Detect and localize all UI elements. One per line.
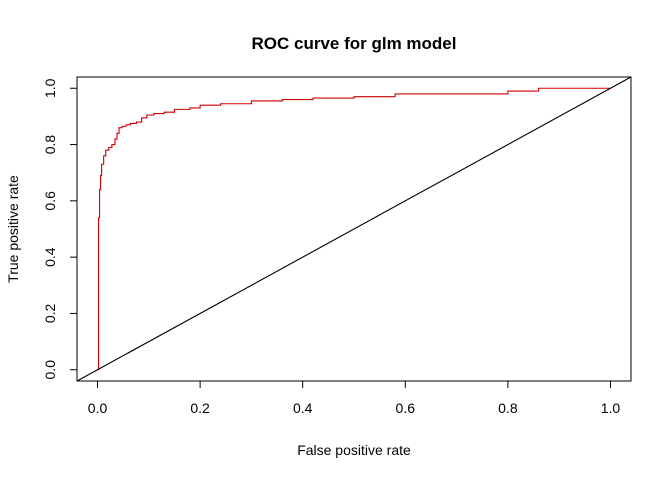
plot-area [76,76,632,382]
y-axis-label: True positive rate [5,175,21,283]
plot-frame [76,76,632,382]
y-tick-label: 0.6 [42,191,58,211]
x-tick-label: 1.0 [601,400,621,416]
y-tick-label: 0.2 [42,304,58,324]
x-tick-label: 0.6 [396,400,416,416]
x-axis-label: False positive rate [297,442,411,458]
roc-curve-line [97,87,611,371]
x-tick-label: 0.0 [88,400,108,416]
x-tick-label: 0.4 [293,400,313,416]
y-axis: 0.0 0.2 0.4 0.6 0.8 1.0 [42,78,77,379]
x-tick-label: 0.8 [498,400,518,416]
y-tick-label: 0.0 [42,360,58,380]
x-tick-label: 0.2 [190,400,210,416]
y-tick-label: 0.4 [42,247,58,267]
chart-title: ROC curve for glm model [252,34,457,53]
x-axis: 0.0 0.2 0.4 0.6 0.8 1.0 [88,381,621,416]
diagonal-reference-line [76,76,632,382]
y-tick-label: 1.0 [42,78,58,98]
y-tick-label: 0.8 [42,135,58,155]
